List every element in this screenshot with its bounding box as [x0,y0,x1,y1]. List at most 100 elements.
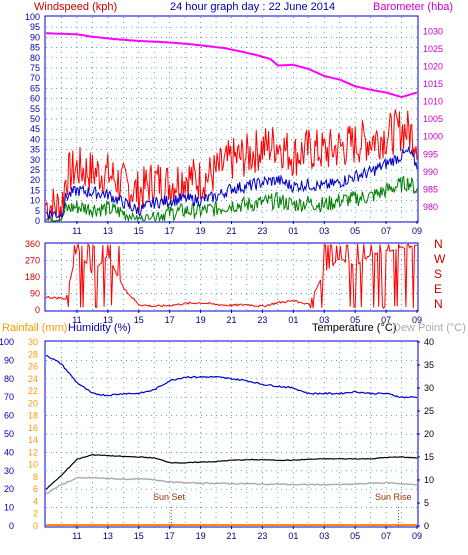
rain-axis-label: 10 [28,460,38,470]
temp-axis-label: 25 [424,406,434,416]
time-label: 21 [226,531,236,541]
dewpoint-series [45,476,418,495]
barometer-series [45,32,418,98]
time-label: 05 [350,315,360,325]
wind-axis-label: 25 [30,165,40,175]
wind-gust-series [45,109,418,222]
humidity-axis-label: 60 [4,411,14,421]
time-label: 03 [319,315,329,325]
wind-axis-label: 60 [30,94,40,104]
temp-axis-label: 0 [424,521,429,531]
sun-rise-label: Sun Rise [375,492,412,502]
time-label: 03 [319,226,329,236]
time-label: 19 [196,531,206,541]
humidity-axis-label: 90 [4,355,14,365]
wind-axis-label: 10 [30,196,40,206]
humidity-axis-label: 30 [4,466,14,476]
time-label: 15 [134,226,144,236]
wind-axis-label: 5 [35,206,40,216]
dir-axis-label: 0 [35,305,40,315]
dewpoint-label: Dew Point (°C) [393,322,466,334]
wind-axis-label: 0 [35,216,40,226]
time-label: 13 [103,315,113,325]
time-label: 17 [165,531,175,541]
temperature-series [45,453,418,490]
wind-axis-label: 100 [25,12,40,22]
time-label: 09 [412,531,422,541]
baro-axis-label: 1020 [423,62,443,72]
wind-axis-label: 15 [30,185,40,195]
time-label: 19 [196,315,206,325]
baro-axis-label: 980 [423,202,438,212]
wind-axis-label: 40 [30,134,40,144]
wind-axis-label: 85 [30,43,40,53]
rain-axis-label: 30 [28,337,38,347]
sun-set-label: Sun Set [153,492,186,502]
temperature-label: Temperature (°C) [312,322,396,334]
compass-letter: E [434,282,442,296]
rain-axis-label: 4 [33,496,38,506]
rain-axis-label: 24 [28,374,38,384]
wind-axis-label: 70 [30,73,40,83]
rain-axis-label: 6 [33,484,38,494]
temp-axis-label: 15 [424,452,434,462]
rain-axis-label: 0 [33,521,38,531]
time-label: 07 [381,226,391,236]
rain-axis-label: 26 [28,362,38,372]
humidity-axis-label: 20 [4,484,14,494]
time-label: 09 [412,315,422,325]
compass-letter: S [434,267,442,281]
time-label: 01 [288,226,298,236]
time-label: 13 [103,531,113,541]
time-label: 11 [72,226,81,236]
dir-axis-label: 270 [25,256,40,266]
wind-axis-label: 80 [30,53,40,63]
time-label: 23 [257,531,267,541]
wind-axis-label: 75 [30,63,40,73]
baro-axis-label: 1015 [423,79,443,89]
time-label: 09 [412,226,422,236]
rain-axis-label: 20 [28,398,38,408]
wind-series [45,32,418,223]
time-label: 13 [103,226,113,236]
time-label: 03 [319,531,329,541]
baro-axis-label: 990 [423,167,438,177]
dir-axis-label: 90 [30,289,40,299]
baro-axis-label: 985 [423,184,438,194]
temp-axis-label: 30 [424,383,434,393]
time-label: 11 [72,531,81,541]
time-label: 17 [165,315,175,325]
wind-axis-label: 65 [30,83,40,93]
rain-axis-label: 8 [33,472,38,482]
time-label: 23 [257,315,267,325]
humidity-axis-label: 50 [4,429,14,439]
wind-axis-label: 55 [30,104,40,114]
rain-axis-label: 14 [28,435,38,445]
rain-axis-label: 28 [28,349,38,359]
compass-letter: N [434,237,443,251]
temp-axis-label: 20 [424,429,434,439]
time-label: 05 [350,531,360,541]
temp-axis-label: 10 [424,475,434,485]
rain-axis-label: 22 [28,386,38,396]
time-label: 05 [350,226,360,236]
compass-letter: N [434,297,443,311]
humidity-axis-label: 100 [0,337,14,347]
time-label: 07 [381,315,391,325]
direction-series [45,242,418,309]
compass-letter: W [434,252,446,266]
wind-axis-label: 45 [30,124,40,134]
dir-axis-label: 360 [25,239,40,249]
time-label: 21 [226,315,236,325]
wind-average-series [45,146,418,219]
time-label: 11 [72,315,81,325]
wind-axis-label: 35 [30,145,40,155]
wind-axis-label: 90 [30,32,40,42]
baro-axis-label: 1005 [423,114,443,124]
humidity-axis-label: 40 [4,447,14,457]
wind-low-series [45,175,418,223]
temp-axis-label: 5 [424,498,429,508]
